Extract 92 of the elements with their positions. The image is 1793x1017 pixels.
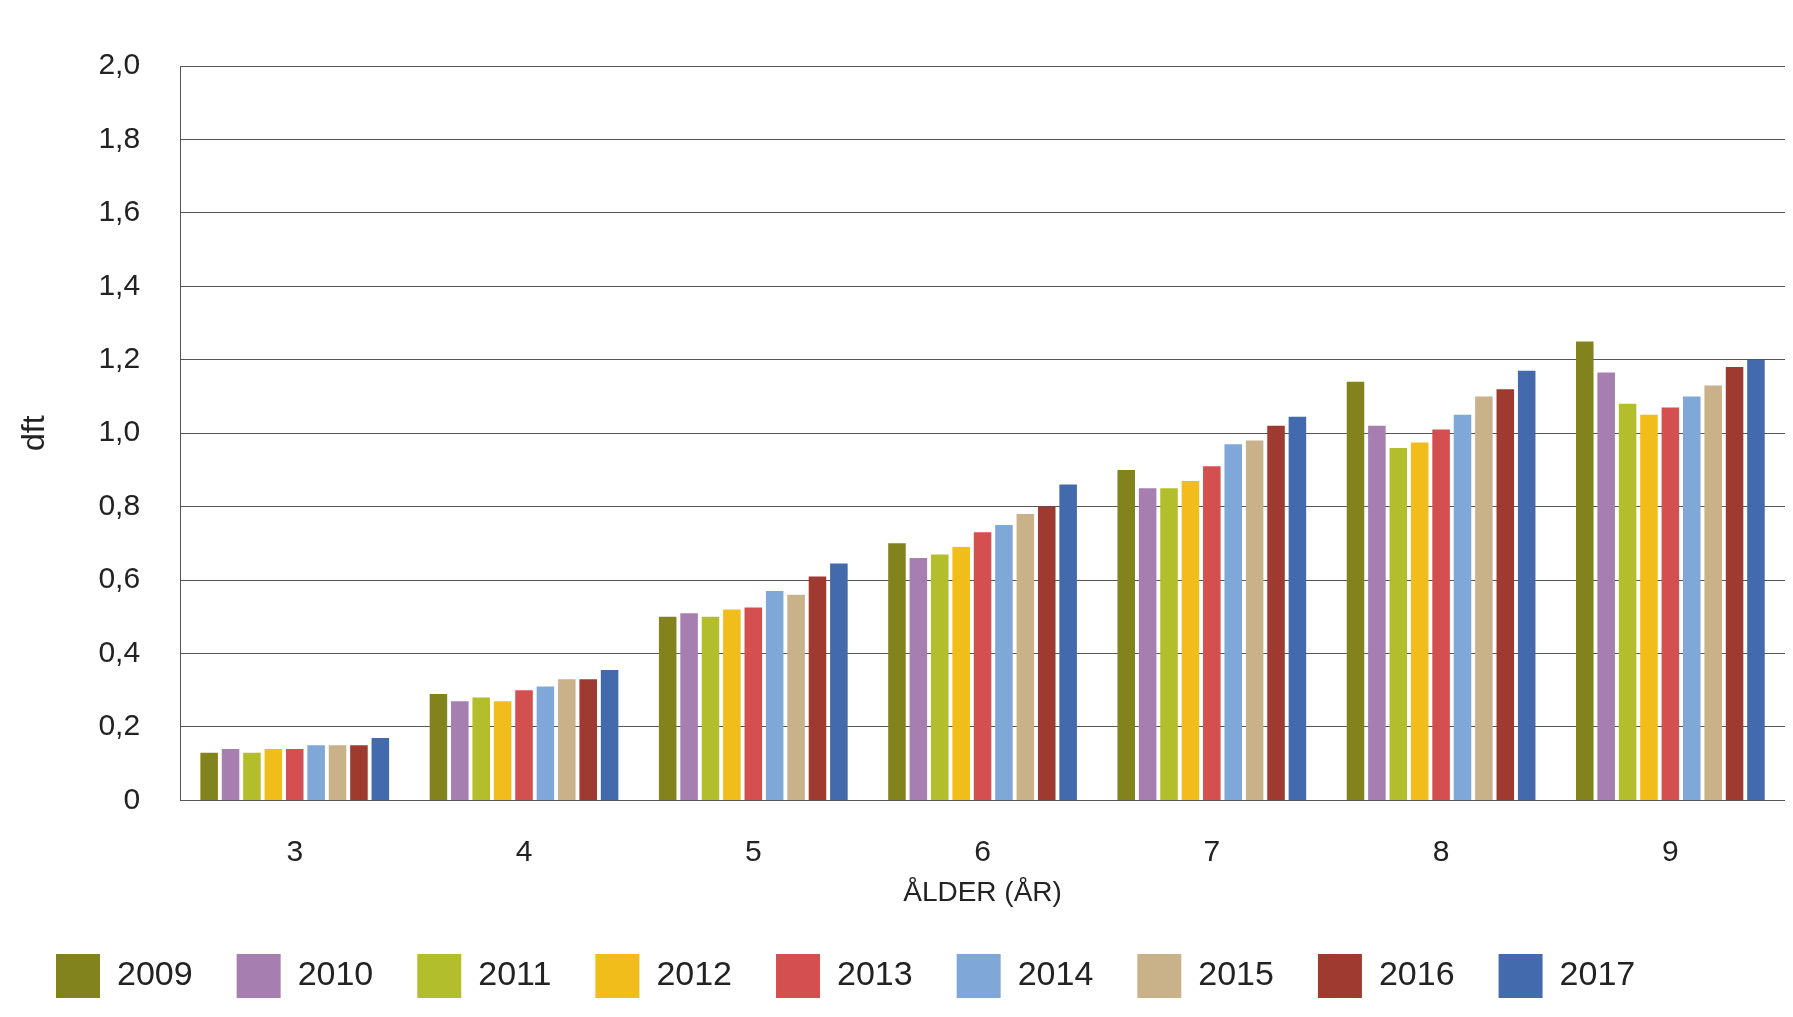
- bar: [429, 693, 448, 800]
- bar: [1368, 425, 1386, 800]
- bar: [1016, 513, 1035, 800]
- x-tick-label: 6: [974, 833, 991, 867]
- y-tick-label: 1,4: [98, 267, 141, 301]
- bar: [701, 616, 720, 800]
- bar: [558, 679, 576, 800]
- bar: [1704, 385, 1722, 800]
- x-tick-label: 3: [286, 833, 304, 867]
- bar: [723, 609, 741, 800]
- legend-label: 2010: [297, 954, 374, 993]
- bar: [1432, 429, 1450, 800]
- bar: [1288, 416, 1307, 800]
- legend-label: 2009: [117, 954, 193, 993]
- bar: [243, 752, 261, 800]
- bar: [285, 748, 304, 800]
- y-tick-label: 0,4: [98, 634, 141, 668]
- bar: [1517, 370, 1536, 800]
- bar: [493, 701, 512, 800]
- y-tick-label: 0,8: [98, 487, 141, 521]
- bar: [1640, 414, 1658, 800]
- bar: [350, 745, 368, 800]
- bar: [515, 690, 533, 800]
- y-tick-label: 1,2: [98, 341, 141, 375]
- bar: [1203, 466, 1221, 800]
- bar: [909, 558, 928, 800]
- y-tick-label: 0,2: [98, 708, 141, 742]
- bar: [1160, 488, 1178, 800]
- bar: [1747, 359, 1765, 800]
- x-axis-title: ÅLDER (ÅR): [903, 875, 1062, 907]
- bar: [888, 543, 906, 800]
- bar: [680, 613, 698, 800]
- bar: [264, 748, 283, 800]
- x-tick-label: 7: [1203, 833, 1221, 867]
- y-tick-label: 1,6: [98, 194, 141, 228]
- y-tick-label: 0: [123, 781, 141, 815]
- y-tick-label: 1,0: [98, 414, 141, 448]
- x-tick-label: 5: [744, 833, 762, 867]
- bar: [973, 532, 992, 800]
- bar: [1117, 469, 1135, 800]
- bar: [1597, 372, 1615, 800]
- bar: [830, 563, 848, 800]
- bar: [1138, 488, 1157, 800]
- y-tick-label: 2,0: [98, 47, 141, 81]
- bar: [952, 547, 970, 800]
- x-tick-label: 9: [1662, 833, 1679, 867]
- bar: [328, 745, 347, 800]
- bar: [744, 607, 763, 800]
- bar: [1725, 367, 1744, 800]
- bar: [1453, 414, 1472, 800]
- bar: [221, 748, 240, 800]
- bar: [1181, 480, 1200, 800]
- x-tick-label: 8: [1432, 833, 1450, 867]
- bar: [1389, 447, 1408, 800]
- y-tick-label: 1,8: [98, 120, 141, 154]
- bar: [307, 745, 325, 800]
- bar: [1576, 341, 1594, 800]
- legend-label: 2015: [1198, 954, 1274, 993]
- y-tick-label: 0,6: [98, 561, 141, 595]
- legend-label: 2013: [837, 954, 913, 993]
- legend-label: 2011: [478, 954, 552, 993]
- bar: [451, 701, 469, 800]
- legend-label: 2012: [656, 954, 733, 993]
- bar: [787, 594, 805, 800]
- bar: [930, 554, 949, 800]
- bar: [1661, 407, 1680, 800]
- bar: [536, 686, 555, 800]
- legend-label: 2016: [1378, 954, 1455, 993]
- bar: [1245, 440, 1264, 800]
- legend-label: 2014: [1017, 954, 1094, 993]
- bar: [1037, 506, 1056, 800]
- bar: [1618, 403, 1637, 800]
- bar: [1224, 444, 1242, 800]
- y-axis-title: dft: [15, 415, 52, 451]
- bar: [371, 737, 390, 800]
- bar: [1682, 396, 1701, 800]
- bar: [1346, 381, 1365, 800]
- bar: [1059, 484, 1077, 800]
- bar: [1475, 396, 1493, 800]
- bar: [600, 670, 619, 800]
- legend-label: 2017: [1559, 954, 1636, 993]
- bar: [472, 697, 490, 800]
- bar: [1267, 425, 1285, 800]
- bar: [579, 679, 597, 800]
- bar: [200, 752, 218, 800]
- bar: [658, 616, 677, 800]
- bar: [1496, 389, 1515, 800]
- bar: [1410, 442, 1429, 800]
- x-tick-label: 4: [515, 833, 533, 867]
- bar: [808, 576, 827, 800]
- bar: [765, 591, 784, 800]
- bar: [995, 525, 1013, 800]
